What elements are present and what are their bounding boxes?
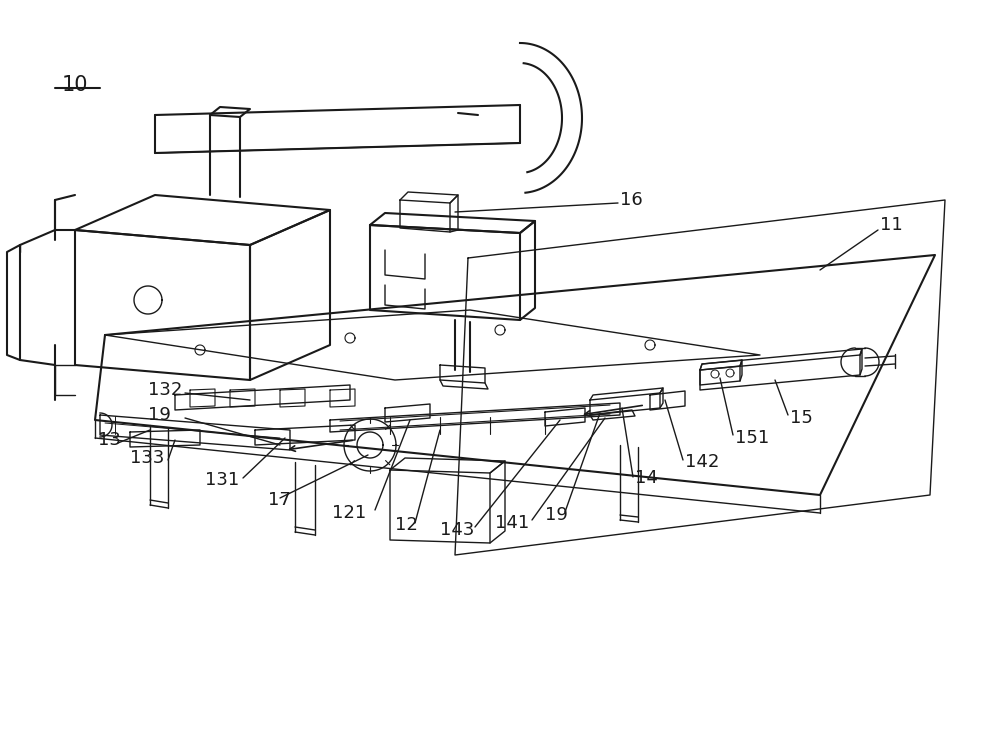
Text: 16: 16	[620, 191, 643, 209]
Text: 15: 15	[790, 409, 813, 427]
Text: 141: 141	[495, 514, 529, 532]
Text: 133: 133	[130, 449, 164, 467]
Text: 14: 14	[635, 469, 658, 487]
Text: 12: 12	[395, 516, 418, 534]
Text: 11: 11	[880, 216, 903, 234]
Text: 121: 121	[332, 504, 366, 522]
Text: 142: 142	[685, 453, 719, 471]
Text: 132: 132	[148, 381, 182, 399]
Text: 19: 19	[545, 506, 568, 524]
Text: 131: 131	[205, 471, 239, 489]
Text: 17: 17	[268, 491, 291, 509]
Text: 151: 151	[735, 429, 769, 447]
Text: 19: 19	[148, 406, 171, 424]
Text: 13: 13	[98, 431, 121, 449]
Text: 10: 10	[62, 75, 88, 95]
Text: 143: 143	[440, 521, 474, 539]
